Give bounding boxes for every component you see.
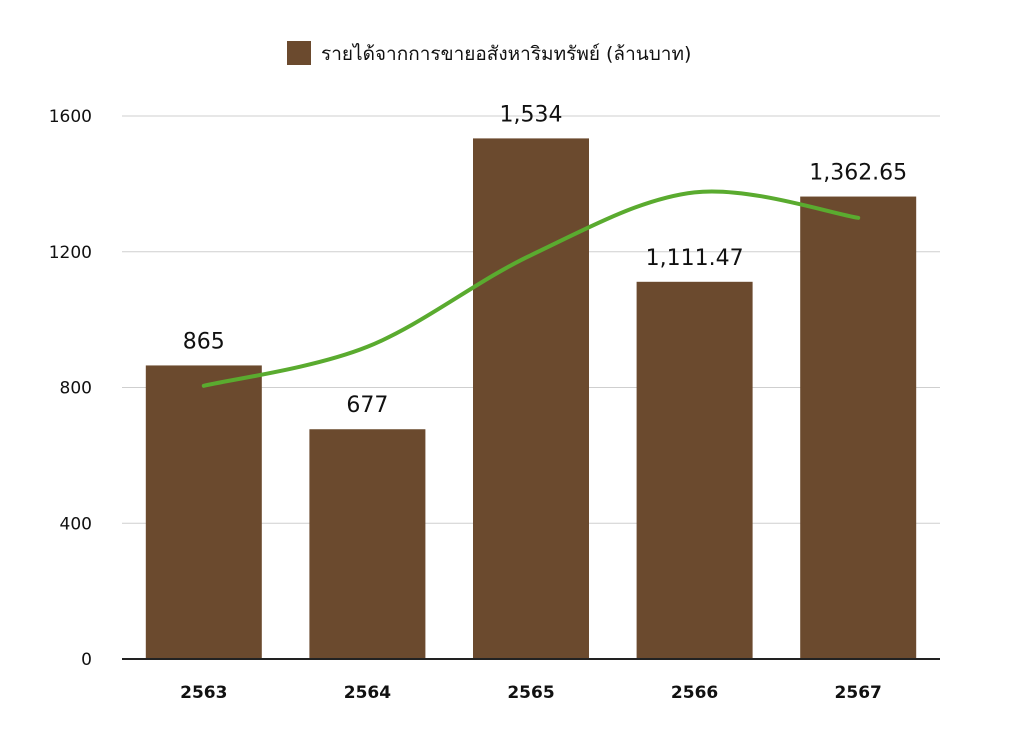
y-tick-label: 400 [60,514,92,534]
bar-2565 [473,138,589,659]
x-tick-label-2565: 2565 [507,683,554,703]
x-axis-ticks: 2563 2564 2565 2566 2567 [180,683,882,703]
data-label-2563: 865 [183,329,225,354]
x-tick-label-2564: 2564 [344,683,391,703]
legend-label: รายได้จากการขายอสังหาริมทรัพย์ (ล้านบาท) [321,43,691,65]
data-labels: 865 677 1,534 1,111.47 1,362.65 [183,102,907,418]
legend-swatch [287,41,311,65]
y-tick-label: 0 [81,650,92,670]
data-label-2567: 1,362.65 [809,161,907,186]
data-label-2566: 1,111.47 [646,246,744,271]
x-tick-label-2563: 2563 [180,683,227,703]
y-tick-label: 1600 [49,107,92,127]
data-label-2564: 677 [346,393,388,418]
bar-2563 [145,365,262,659]
data-label-2565: 1,534 [500,102,563,127]
bar-2566 [636,281,753,659]
trendline [201,189,861,388]
y-axis-ticks: 0 400 800 1200 1600 [49,107,92,670]
x-tick-label-2567: 2567 [835,683,882,703]
y-tick-label: 800 [60,379,92,399]
y-tick-label: 1200 [49,243,92,263]
bar-2567 [800,196,917,659]
bars [145,138,917,659]
legend: รายได้จากการขายอสังหาริมทรัพย์ (ล้านบาท) [287,41,691,65]
bar-2564 [309,429,426,659]
x-tick-label-2566: 2566 [671,683,718,703]
